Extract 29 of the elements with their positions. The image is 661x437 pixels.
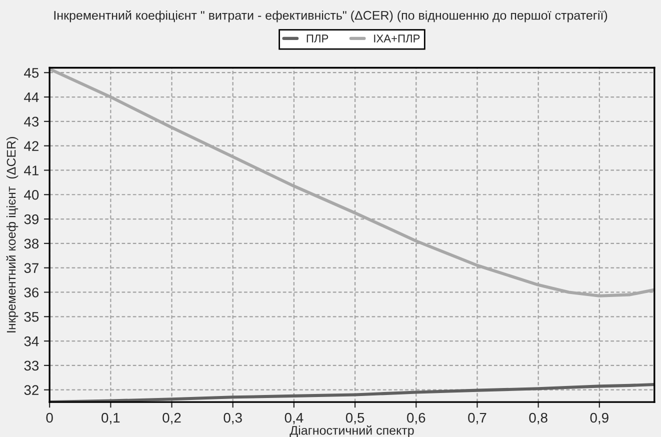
y-tick-label: 42 xyxy=(24,141,38,151)
chart-title: Інкрементний коефіцієнт " витрати - ефективність" (ΔCER) (по відношенню до першої стратегії) xyxy=(54,10,608,22)
legend-label: ІХА+ПЛР xyxy=(374,34,420,42)
y-tick-label: 44 xyxy=(24,92,39,102)
y-tick-label: 38 xyxy=(24,238,39,249)
x-tick-label: 0,4 xyxy=(284,412,304,424)
y-tick-label: 41 xyxy=(24,166,38,176)
y-tick-label: 39 xyxy=(24,214,38,224)
x-tick-label: 0,2 xyxy=(162,412,181,424)
x-tick-label: 0,8 xyxy=(529,412,548,424)
y-tick-label: 33 xyxy=(24,360,39,371)
x-tick-label: 0 xyxy=(46,412,53,423)
y-tick-label: 35 xyxy=(24,312,39,322)
y-tick-label: 40 xyxy=(24,190,39,200)
y-tick-label: 43 xyxy=(24,116,39,127)
x-tick-label: 0,6 xyxy=(407,412,426,424)
x-tick-label: 0,3 xyxy=(224,412,242,424)
y-axis-title: Інкрементний коеф іцієнт (ΔCER) xyxy=(6,137,18,332)
y-tick-label: 34 xyxy=(24,336,39,346)
y-tick-label: 45 xyxy=(24,68,39,78)
x-tick-label: 0,1 xyxy=(102,412,120,424)
x-axis-title: Діагностичний спектр xyxy=(290,425,414,437)
y-tick-label: 37 xyxy=(24,263,38,273)
y-tick-label: 36 xyxy=(24,288,39,298)
x-tick-label: 0,5 xyxy=(346,412,364,424)
y-tick-label: 32 xyxy=(24,385,38,396)
x-tick-label: 0,7 xyxy=(468,412,486,424)
legend-label: ПЛР xyxy=(306,34,328,42)
x-tick-label: 0,9 xyxy=(590,412,608,424)
